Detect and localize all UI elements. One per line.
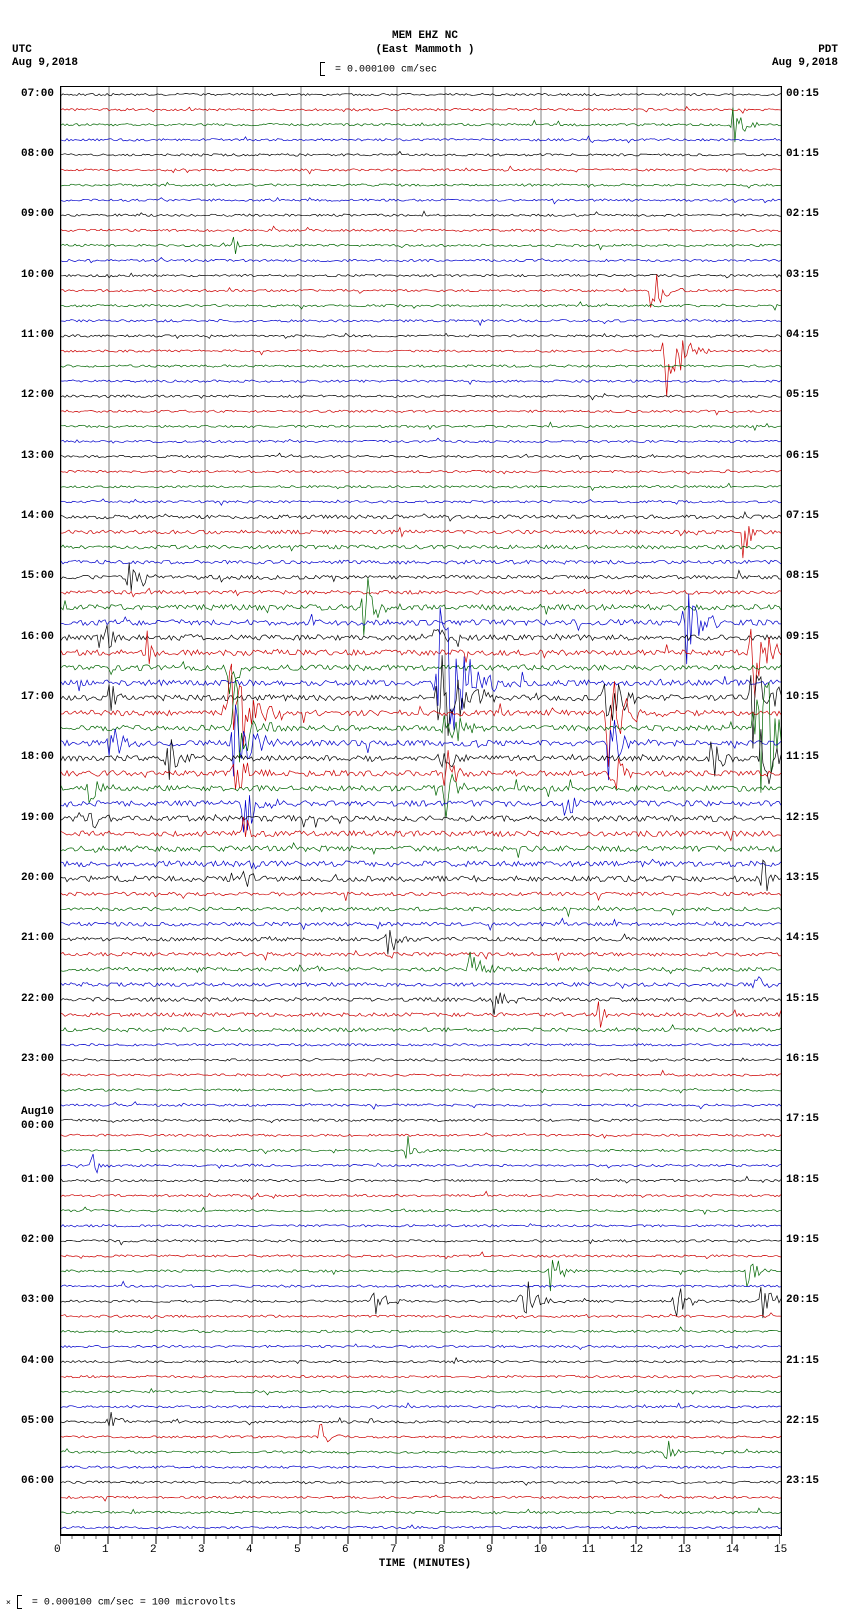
scale-bar-icon xyxy=(17,1595,22,1609)
x-tick-label: 6 xyxy=(342,1544,349,1556)
utc-hour-labels: 07:00 08:00 09:00 10:00 11:00 12:00 13:00 14:00… xyxy=(0,86,56,1534)
x-axis-tick-labels: 0123456789101112131415 xyxy=(60,1544,780,1560)
utc-hour-label: 11:00 xyxy=(21,329,54,341)
pdt-hour-label: 05:15 xyxy=(786,389,819,401)
x-tick-label: 2 xyxy=(150,1544,157,1556)
station-code: MEM EHZ NC xyxy=(0,30,850,42)
x-tick-label: 8 xyxy=(438,1544,445,1556)
pdt-hour-label: 04:15 xyxy=(786,329,819,341)
x-tick-label: 9 xyxy=(486,1544,493,1556)
x-tick-label: 12 xyxy=(630,1544,643,1556)
utc-hour-label: 13:00 xyxy=(21,450,54,462)
pdt-hour-label: 10:15 xyxy=(786,691,819,703)
pdt-hour-label: 17:15 xyxy=(786,1113,819,1125)
utc-hour-label: 17:00 xyxy=(21,691,54,703)
station-location: (East Mammoth ) xyxy=(0,44,850,56)
tz-left: UTC xyxy=(12,44,32,56)
helicorder-plot xyxy=(60,86,782,1536)
utc-hour-label: 00:00 xyxy=(21,1120,54,1132)
scale-indicator: = 0.000100 cm/sec xyxy=(320,62,437,76)
pdt-hour-label: 21:15 xyxy=(786,1355,819,1367)
pdt-hour-label: 19:15 xyxy=(786,1234,819,1246)
pdt-hour-label: 08:15 xyxy=(786,570,819,582)
utc-hour-label: 07:00 xyxy=(21,88,54,100)
utc-hour-label: 08:00 xyxy=(21,148,54,160)
utc-hour-label: 23:00 xyxy=(21,1053,54,1065)
pdt-hour-label: 11:15 xyxy=(786,751,819,763)
pdt-hour-label: 01:15 xyxy=(786,148,819,160)
pdt-hour-label: 06:15 xyxy=(786,450,819,462)
x-tick-label: 4 xyxy=(246,1544,253,1556)
x-tick-label: 14 xyxy=(726,1544,739,1556)
x-tick-label: 7 xyxy=(390,1544,397,1556)
pdt-hour-label: 03:15 xyxy=(786,269,819,281)
x-tick-label: 11 xyxy=(582,1544,595,1556)
date-right: Aug 9,2018 xyxy=(772,57,838,69)
utc-hour-label: 10:00 xyxy=(21,269,54,281)
pdt-hour-label: 18:15 xyxy=(786,1174,819,1186)
tz-right: PDT xyxy=(818,44,838,56)
utc-hour-label: 02:00 xyxy=(21,1234,54,1246)
utc-hour-label: 09:00 xyxy=(21,208,54,220)
pdt-hour-label: 14:15 xyxy=(786,932,819,944)
x-tick-label: 1 xyxy=(102,1544,109,1556)
x-tick-label: 15 xyxy=(774,1544,787,1556)
utc-hour-label: 18:00 xyxy=(21,751,54,763)
utc-hour-label: 20:00 xyxy=(21,872,54,884)
pdt-hour-label: 09:15 xyxy=(786,631,819,643)
x-tick-label: 0 xyxy=(54,1544,61,1556)
x-tick-label: 5 xyxy=(294,1544,301,1556)
scale-bar-icon xyxy=(320,62,325,76)
scale-text: = 0.000100 cm/sec xyxy=(335,65,437,76)
pdt-hour-label: 15:15 xyxy=(786,993,819,1005)
helicorder-svg xyxy=(61,87,781,1535)
x-tick-label: 3 xyxy=(198,1544,205,1556)
footer-scale: ✕ = 0.000100 cm/sec = 100 microvolts xyxy=(6,1595,236,1609)
pdt-hour-label: 12:15 xyxy=(786,812,819,824)
utc-hour-label: 03:00 xyxy=(21,1294,54,1306)
utc-hour-label: 14:00 xyxy=(21,510,54,522)
utc-hour-label: 12:00 xyxy=(21,389,54,401)
pdt-hour-label: 13:15 xyxy=(786,872,819,884)
date-left: Aug 9,2018 xyxy=(12,57,78,69)
utc-hour-label: 21:00 xyxy=(21,932,54,944)
utc-hour-label: 05:00 xyxy=(21,1415,54,1427)
utc-hour-label: Aug10 xyxy=(21,1106,54,1118)
pdt-hour-label: 16:15 xyxy=(786,1053,819,1065)
pdt-hour-label: 20:15 xyxy=(786,1294,819,1306)
pdt-hour-label: 00:15 xyxy=(786,88,819,100)
seismogram-page: MEM EHZ NC (East Mammoth ) = 0.000100 cm… xyxy=(0,0,850,1613)
pdt-hour-label: 23:15 xyxy=(786,1475,819,1487)
utc-hour-label: 15:00 xyxy=(21,570,54,582)
pdt-hour-labels: 00:15 01:15 02:15 03:15 04:15 05:15 06:15 07:15… xyxy=(784,86,844,1534)
utc-hour-label: 19:00 xyxy=(21,812,54,824)
pdt-hour-label: 22:15 xyxy=(786,1415,819,1427)
x-tick-label: 10 xyxy=(534,1544,547,1556)
utc-hour-label: 22:00 xyxy=(21,993,54,1005)
pdt-hour-label: 02:15 xyxy=(786,208,819,220)
footer-text: = 0.000100 cm/sec = 100 microvolts xyxy=(32,1598,236,1609)
utc-hour-label: 16:00 xyxy=(21,631,54,643)
x-tick-label: 13 xyxy=(678,1544,691,1556)
pdt-hour-label: 07:15 xyxy=(786,510,819,522)
utc-hour-label: 01:00 xyxy=(21,1174,54,1186)
utc-hour-label: 06:00 xyxy=(21,1475,54,1487)
utc-hour-label: 04:00 xyxy=(21,1355,54,1367)
